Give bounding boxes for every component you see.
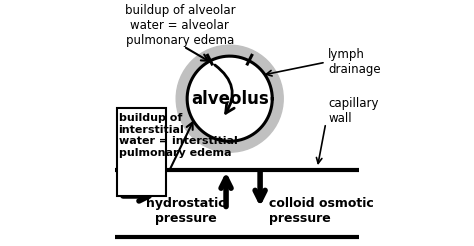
Text: capillary
wall: capillary wall xyxy=(328,97,379,125)
Text: buildup of
interstitial
water = interstitial
pulmonary edema: buildup of interstitial water = intersti… xyxy=(118,113,237,158)
Text: lymph
drainage: lymph drainage xyxy=(328,48,381,76)
Circle shape xyxy=(187,56,272,141)
FancyBboxPatch shape xyxy=(117,108,166,196)
Text: alveolus: alveolus xyxy=(191,90,269,108)
Text: colloid osmotic
pressure: colloid osmotic pressure xyxy=(269,197,374,225)
Text: buildup of alveolar
water = alveolar
pulmonary edema: buildup of alveolar water = alveolar pul… xyxy=(125,4,235,47)
Text: hydrostatic
pressure: hydrostatic pressure xyxy=(146,197,226,225)
Circle shape xyxy=(176,45,283,152)
